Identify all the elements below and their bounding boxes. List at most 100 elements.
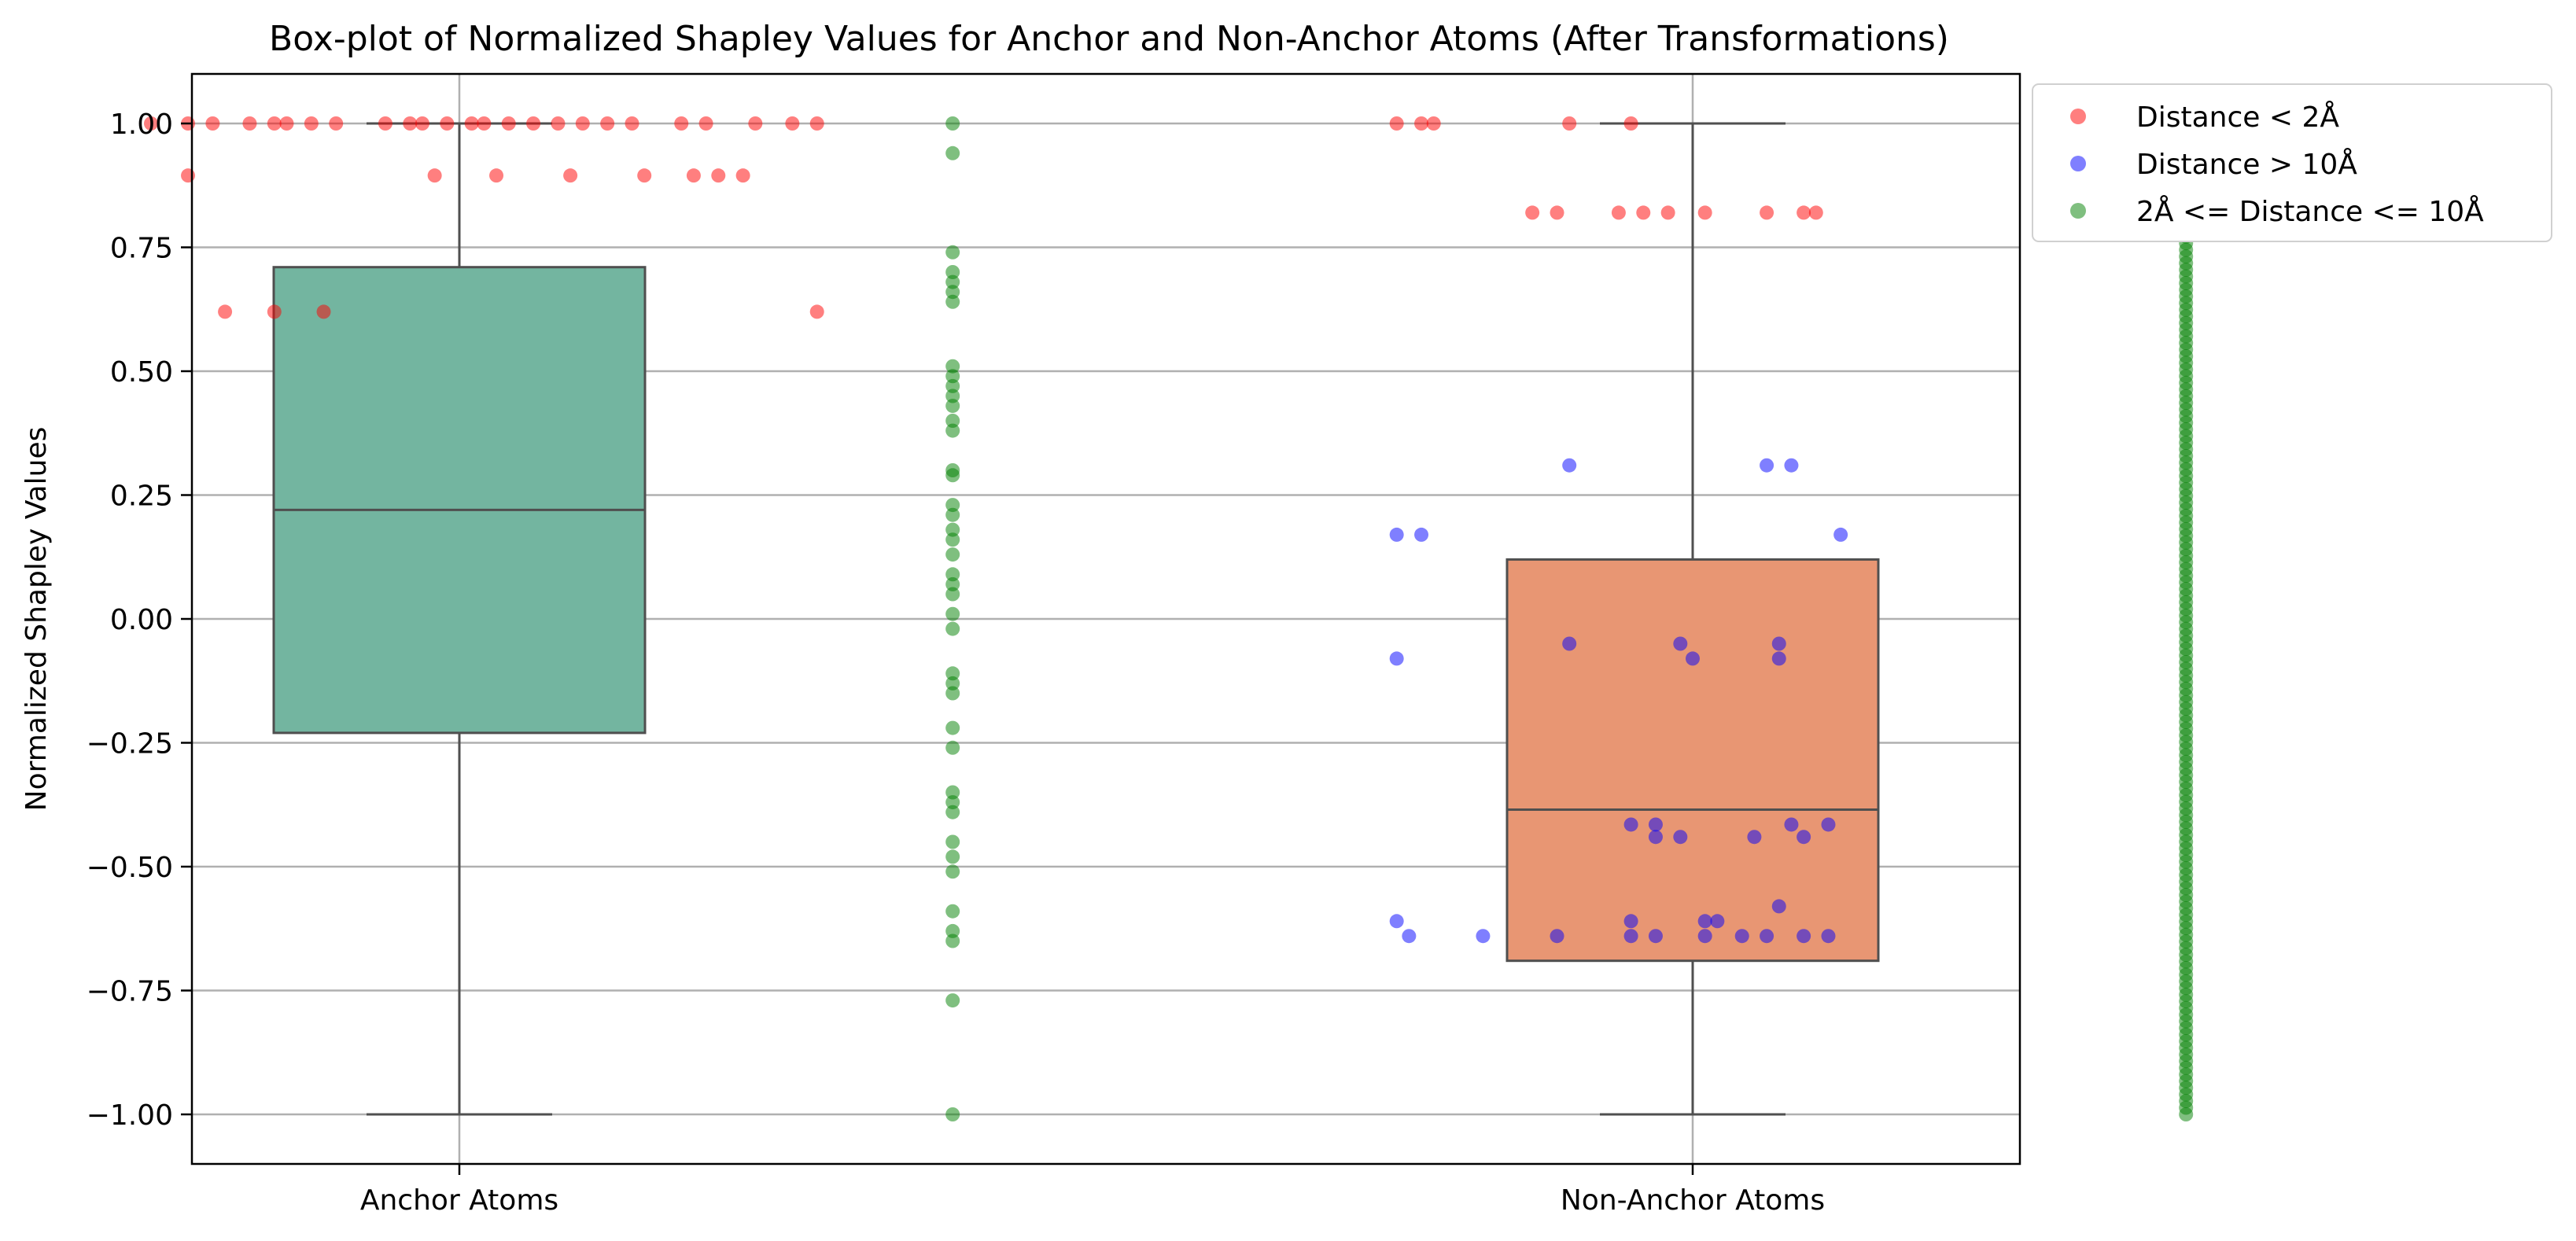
- legend-label: Distance > 10Å: [2136, 147, 2357, 181]
- data-point: [625, 116, 639, 131]
- data-point: [1697, 914, 1712, 929]
- data-point: [945, 567, 960, 582]
- data-point: [945, 720, 960, 735]
- data-point: [1648, 929, 1663, 944]
- data-point: [551, 116, 566, 131]
- data-point: [205, 116, 220, 131]
- data-point: [427, 168, 442, 183]
- data-point: [945, 294, 960, 309]
- data-point: [181, 168, 196, 183]
- data-point: [945, 369, 960, 384]
- data-point: [686, 168, 701, 183]
- data-point: [1797, 205, 1811, 220]
- data-point: [1623, 817, 1638, 832]
- data-point: [945, 378, 960, 393]
- data-point: [945, 606, 960, 621]
- data-point: [242, 116, 257, 131]
- data-point: [945, 414, 960, 428]
- data-point: [945, 389, 960, 403]
- data-point: [945, 587, 960, 602]
- data-point: [674, 116, 689, 131]
- box-iqr: [1505, 558, 1880, 963]
- data-point: [575, 116, 590, 131]
- data-point: [945, 834, 960, 849]
- data-point: [378, 116, 392, 131]
- data-point: [1414, 116, 1429, 131]
- data-point: [1426, 116, 1441, 131]
- data-point: [1734, 929, 1749, 944]
- data-point: [1760, 458, 1774, 473]
- y-tick-label: 1.00: [110, 109, 173, 141]
- data-point: [477, 116, 492, 131]
- data-point: [945, 934, 960, 948]
- data-point: [1673, 830, 1688, 845]
- data-point: [1389, 116, 1404, 131]
- data-point: [267, 304, 282, 319]
- legend-marker: [2070, 109, 2086, 124]
- data-point: [600, 116, 615, 131]
- data-point: [945, 265, 960, 279]
- data-point: [1660, 205, 1675, 220]
- data-point: [1389, 527, 1404, 542]
- data-point: [403, 116, 418, 131]
- chart-title: Box-plot of Normalized Shapley Values fo…: [269, 19, 1949, 59]
- data-point: [945, 522, 960, 537]
- x-tick-label: Anchor Atoms: [360, 1184, 558, 1217]
- data-point: [945, 547, 960, 562]
- data-point: [1808, 205, 1823, 220]
- data-point: [1821, 929, 1836, 944]
- data-point: [945, 399, 960, 414]
- data-point: [1648, 817, 1663, 832]
- data-point: [1710, 914, 1725, 929]
- data-point: [415, 116, 429, 131]
- data-point: [304, 116, 319, 131]
- data-point: [563, 168, 578, 183]
- legend-marker: [2070, 203, 2086, 219]
- legend-label: Distance < 2Å: [2136, 100, 2339, 134]
- data-point: [637, 168, 652, 183]
- data-point: [1784, 458, 1799, 473]
- data-point: [945, 666, 960, 681]
- data-point: [1562, 458, 1577, 473]
- y-tick-label: 0.25: [110, 481, 173, 513]
- data-point: [1771, 899, 1786, 914]
- box-iqr: [272, 266, 647, 735]
- data-point: [218, 304, 233, 319]
- data-point: [1562, 636, 1577, 651]
- data-point: [945, 498, 960, 513]
- data-point: [1562, 116, 1577, 131]
- legend: Distance < 2Å Distance > 10Å 2Å <= Distanc…: [2032, 83, 2552, 242]
- data-point: [945, 274, 960, 289]
- data-point: [945, 245, 960, 260]
- data-point: [1476, 929, 1491, 944]
- data-point: [945, 507, 960, 522]
- y-tick-label: −1.00: [87, 1099, 173, 1132]
- y-tick-label: −0.50: [87, 852, 173, 884]
- data-point: [945, 468, 960, 483]
- data-point: [945, 795, 960, 810]
- data-point: [1550, 205, 1564, 220]
- y-tick-label: 0.50: [110, 356, 173, 389]
- data-point: [1821, 817, 1836, 832]
- data-point: [1697, 205, 1712, 220]
- y-tick-label: −0.75: [87, 976, 173, 1008]
- data-point: [1648, 830, 1663, 845]
- data-point: [945, 864, 960, 879]
- data-point: [1697, 929, 1712, 944]
- data-point: [1673, 636, 1688, 651]
- data-point: [1747, 830, 1762, 845]
- data-point: [1389, 651, 1404, 666]
- legend-frame: [2032, 83, 2552, 242]
- data-point: [945, 423, 960, 438]
- data-point: [698, 116, 713, 131]
- data-point: [945, 532, 960, 547]
- data-point: [329, 116, 344, 131]
- data-point: [945, 145, 960, 160]
- data-point: [945, 740, 960, 755]
- data-point: [1797, 830, 1811, 845]
- data-point: [267, 116, 282, 131]
- y-tick-label: −0.25: [87, 728, 173, 760]
- data-point: [440, 116, 455, 131]
- data-point: [945, 359, 960, 374]
- data-point: [945, 785, 960, 800]
